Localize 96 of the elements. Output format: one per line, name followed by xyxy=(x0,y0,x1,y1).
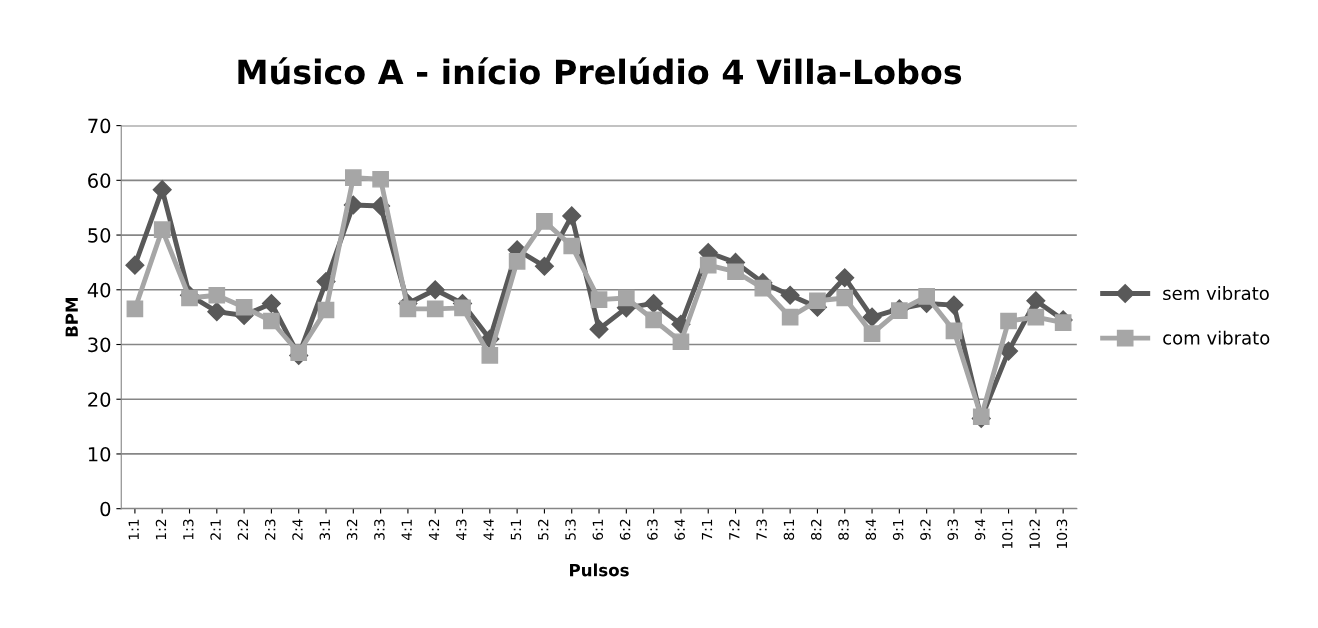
point xyxy=(1027,308,1045,326)
x-tick-label: 10:1 xyxy=(1002,519,1013,549)
legend-label: com vibrato xyxy=(1163,330,1270,345)
point xyxy=(372,170,389,188)
point xyxy=(590,291,608,308)
x-tick-label: 3:3 xyxy=(374,519,385,540)
point xyxy=(425,280,445,300)
y-tick-label: 70 xyxy=(88,118,111,134)
point xyxy=(727,263,744,281)
point xyxy=(780,285,800,305)
point xyxy=(261,293,281,313)
point xyxy=(344,169,362,186)
y-axis-title: BPM xyxy=(65,297,78,337)
x-tick-label: 9:1 xyxy=(892,519,904,540)
x-tick-label: 6:4 xyxy=(674,519,685,540)
point xyxy=(862,307,882,327)
x-tick-label: 3:1 xyxy=(319,519,331,540)
point xyxy=(235,298,253,316)
point xyxy=(562,206,582,226)
point xyxy=(699,256,717,274)
x-tick-label: 5:2 xyxy=(537,519,549,540)
x-tick-label: 1:1 xyxy=(128,519,139,540)
x-axis-title: Pulsos xyxy=(570,563,629,577)
point xyxy=(126,300,144,318)
x-tick-label: 1:3 xyxy=(183,519,194,540)
point xyxy=(945,322,963,340)
point xyxy=(317,301,335,319)
x-tick-label: 10:2 xyxy=(1029,519,1040,549)
point xyxy=(125,255,145,275)
x-tick-label: 8:3 xyxy=(838,519,849,540)
point xyxy=(1026,291,1046,311)
point xyxy=(207,302,227,322)
point xyxy=(563,237,581,255)
legend-label: sem vibrato xyxy=(1163,286,1269,301)
point xyxy=(153,221,171,238)
point xyxy=(644,293,664,313)
x-tick-label: 5:1 xyxy=(510,519,522,540)
point xyxy=(836,289,854,307)
x-tick-label: 2:3 xyxy=(264,519,276,540)
x-tick-label: 2:2 xyxy=(237,519,248,540)
point xyxy=(617,289,635,307)
x-tick-label: 3:2 xyxy=(346,519,358,540)
point xyxy=(399,300,417,318)
x-tick-label: 10:3 xyxy=(1056,519,1068,549)
y-tick-label: 30 xyxy=(88,337,111,353)
y-tick-label: 0 xyxy=(100,501,111,517)
point xyxy=(152,180,172,200)
x-tick-label: 8:4 xyxy=(865,519,877,540)
x-tick-label: 4:4 xyxy=(483,519,494,541)
point xyxy=(835,268,855,288)
point xyxy=(1054,314,1072,331)
x-tick-label: 5:3 xyxy=(565,519,576,540)
y-tick-label: 40 xyxy=(87,282,111,298)
point xyxy=(454,299,471,317)
point xyxy=(290,344,308,362)
point xyxy=(536,213,553,230)
y-tick-label: 50 xyxy=(88,228,111,243)
x-tick-label: 7:3 xyxy=(756,519,767,540)
x-tick-label: 6:1 xyxy=(592,519,604,540)
chart-title: Músico A - início Prelúdio 4 Villa-Lobos xyxy=(238,57,962,85)
x-tick-label: 4:2 xyxy=(428,519,440,541)
point xyxy=(863,325,881,342)
point xyxy=(918,288,935,305)
x-tick-label: 9:3 xyxy=(947,519,958,540)
x-tick-label: 9:2 xyxy=(920,519,931,540)
x-tick-label: 8:2 xyxy=(810,519,822,540)
x-tick-label: 7:2 xyxy=(729,519,740,540)
point xyxy=(645,311,662,329)
x-tick-label: 8:1 xyxy=(783,519,795,540)
point xyxy=(809,292,826,310)
x-tick-label: 6:2 xyxy=(619,519,631,540)
x-tick-label: 4:1 xyxy=(401,519,412,541)
point xyxy=(944,295,964,315)
point xyxy=(781,308,799,326)
point xyxy=(208,286,226,304)
y-tick-label: 20 xyxy=(88,392,111,407)
point xyxy=(672,333,690,351)
x-tick-label: 1:2 xyxy=(155,519,167,540)
point xyxy=(534,256,554,276)
point xyxy=(754,279,772,297)
point xyxy=(589,319,609,339)
x-tick-label: 2:1 xyxy=(210,519,221,540)
point xyxy=(263,312,280,330)
point xyxy=(999,341,1019,361)
x-tick-label: 6:3 xyxy=(647,519,658,540)
x-tick-label: 9:4 xyxy=(974,519,986,540)
x-tick-label: 4:3 xyxy=(456,519,467,541)
x-tick-label: 7:1 xyxy=(701,519,713,540)
y-tick-label: 10 xyxy=(88,446,111,462)
point xyxy=(426,300,444,318)
x-tick-label: 2:4 xyxy=(292,519,303,540)
point xyxy=(481,347,499,364)
y-tick-label: 60 xyxy=(88,173,111,188)
point xyxy=(508,252,526,270)
point xyxy=(1000,312,1017,330)
point xyxy=(181,289,198,307)
